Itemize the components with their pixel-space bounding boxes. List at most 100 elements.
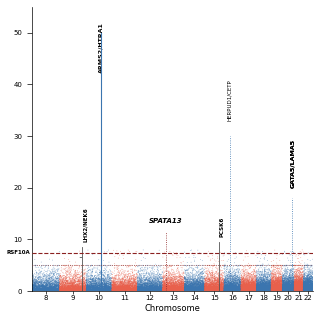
Point (148, 285, 153, 291)
Point (144, 288, 149, 293)
Point (252, 287, 257, 292)
Point (250, 280, 255, 285)
Point (278, 285, 283, 290)
Point (131, 283, 136, 288)
Point (184, 288, 189, 293)
Point (276, 288, 282, 293)
Point (78, 288, 83, 293)
Point (282, 288, 287, 293)
Point (58, 282, 63, 287)
Point (257, 286, 262, 291)
Point (215, 285, 220, 290)
Point (284, 285, 289, 290)
Point (253, 285, 258, 290)
Point (189, 288, 194, 293)
Point (118, 288, 123, 293)
Point (204, 287, 209, 292)
Point (135, 288, 140, 293)
Point (215, 288, 220, 293)
Point (283, 280, 288, 285)
Point (205, 286, 211, 291)
Point (272, 286, 277, 292)
Point (115, 288, 120, 293)
Point (305, 287, 310, 292)
Point (99, 283, 104, 288)
Point (259, 282, 264, 287)
Point (172, 288, 177, 293)
Point (300, 288, 306, 293)
Point (77, 278, 82, 283)
Point (146, 288, 151, 293)
Point (53, 284, 59, 290)
Point (214, 278, 219, 283)
Point (271, 283, 276, 288)
Point (225, 285, 230, 290)
Point (227, 282, 232, 287)
Point (275, 271, 280, 276)
Point (116, 288, 121, 293)
Point (266, 284, 271, 289)
Point (160, 275, 165, 280)
Point (309, 286, 314, 291)
Point (93, 286, 99, 291)
Point (203, 286, 208, 291)
Point (306, 286, 311, 291)
Point (244, 281, 249, 286)
Point (93, 288, 98, 293)
Point (170, 282, 175, 287)
Point (294, 273, 299, 278)
Point (31, 288, 36, 293)
Point (252, 284, 257, 289)
Point (180, 288, 185, 293)
Point (187, 279, 192, 284)
Point (285, 286, 290, 291)
Point (103, 283, 108, 288)
Point (145, 273, 150, 278)
Point (284, 287, 289, 292)
Point (302, 281, 307, 286)
Point (235, 287, 240, 292)
Point (149, 283, 154, 288)
Point (304, 282, 309, 287)
Point (253, 287, 259, 292)
Point (156, 288, 161, 293)
Point (162, 288, 167, 293)
Point (310, 288, 315, 293)
Point (248, 285, 253, 290)
Point (264, 283, 269, 288)
Point (178, 285, 183, 290)
Point (42, 288, 47, 293)
Point (79, 287, 84, 292)
Point (297, 263, 302, 268)
Point (271, 264, 276, 269)
Point (243, 287, 248, 292)
Point (300, 287, 305, 292)
Point (72, 285, 77, 290)
Point (265, 284, 270, 290)
Point (274, 274, 279, 279)
Point (281, 272, 286, 277)
Point (34, 280, 39, 285)
Point (58, 278, 63, 284)
Point (170, 288, 175, 293)
Point (301, 283, 306, 288)
Point (107, 281, 112, 286)
Point (111, 288, 116, 293)
Point (303, 288, 308, 293)
Point (67, 288, 72, 293)
Point (232, 286, 237, 292)
Point (109, 288, 114, 293)
Point (67, 280, 72, 285)
Point (47, 277, 52, 283)
Point (307, 281, 312, 286)
Point (276, 288, 281, 293)
Point (67, 277, 72, 282)
Point (110, 287, 115, 292)
Point (198, 278, 204, 283)
Point (252, 286, 257, 291)
Point (273, 287, 278, 292)
Point (290, 276, 295, 281)
Point (270, 275, 276, 280)
Point (113, 285, 118, 290)
Point (157, 272, 163, 277)
